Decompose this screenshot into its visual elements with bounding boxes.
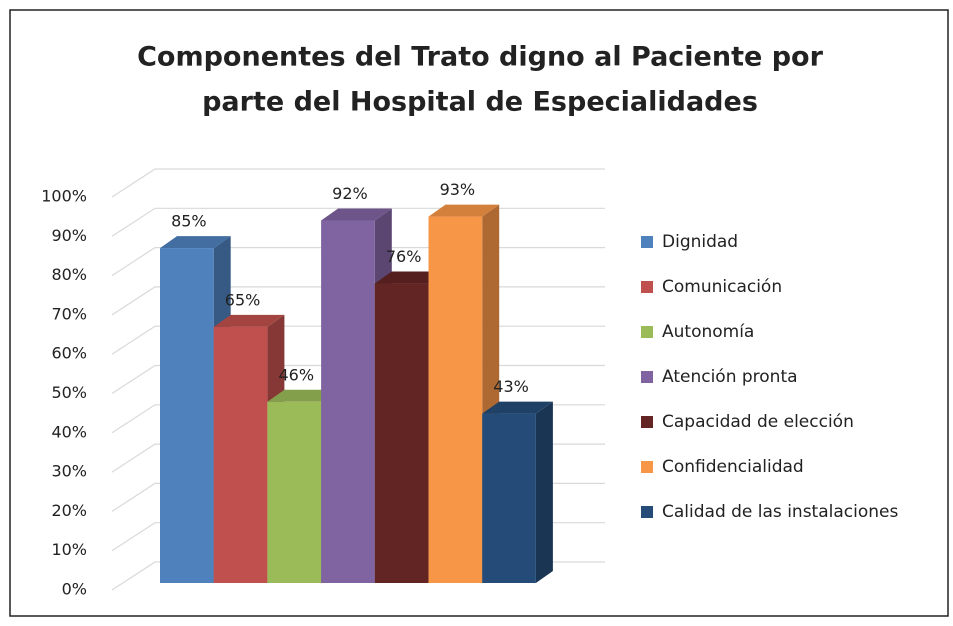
value-label: 92% xyxy=(332,184,368,203)
bar-side xyxy=(535,401,553,583)
legend-label: Confidencialidad xyxy=(662,457,804,477)
bar xyxy=(482,413,536,583)
value-label: 76% xyxy=(386,247,422,266)
legend-swatch xyxy=(641,506,653,518)
y-tick-label: 0% xyxy=(62,580,87,599)
bar-top xyxy=(321,208,392,221)
y-tick-label: 10% xyxy=(51,540,87,559)
bar-top xyxy=(267,389,339,402)
legend-label: Atención pronta xyxy=(662,367,798,387)
legend-label: Dignidad xyxy=(662,232,738,252)
y-tick-label: 40% xyxy=(51,422,87,441)
bar xyxy=(267,401,322,583)
legend-swatch xyxy=(641,371,653,383)
bar xyxy=(428,216,483,583)
chart-title: parte del Hospital de Especialidades xyxy=(202,87,758,118)
y-tick-label: 70% xyxy=(51,304,87,323)
y-tick-label: 50% xyxy=(51,383,87,402)
bar-top xyxy=(482,401,553,414)
value-label: 46% xyxy=(278,365,314,384)
bar xyxy=(321,220,375,583)
legend-label: Autonomía xyxy=(662,322,754,342)
y-tick-label: 90% xyxy=(51,226,87,245)
legend-swatch xyxy=(641,281,653,293)
value-label: 43% xyxy=(493,377,529,396)
bar-top xyxy=(160,236,231,249)
bar-top xyxy=(213,314,285,327)
bar-top xyxy=(374,271,446,284)
legend-swatch xyxy=(641,461,653,473)
legend-swatch xyxy=(641,326,653,338)
y-tick-label: 30% xyxy=(51,462,87,481)
value-label: 93% xyxy=(440,180,476,199)
y-tick-label: 60% xyxy=(51,344,87,363)
legend-label: Capacidad de elección xyxy=(662,412,854,432)
legend-swatch xyxy=(641,236,653,248)
bar xyxy=(160,248,214,583)
bar-top xyxy=(428,204,500,217)
value-label: 85% xyxy=(171,212,207,231)
legend-label: Calidad de las instalaciones xyxy=(662,502,898,522)
bar xyxy=(374,283,429,583)
y-tick-label: 80% xyxy=(51,265,87,284)
bar xyxy=(213,326,268,583)
legend-label: Comunicación xyxy=(662,277,782,297)
y-tick-label: 20% xyxy=(51,501,87,520)
grid-line xyxy=(111,168,605,198)
y-tick-label: 100% xyxy=(41,187,87,206)
legend-swatch xyxy=(641,416,653,428)
chart-title: Componentes del Trato digno al Paciente … xyxy=(137,42,823,73)
value-label: 65% xyxy=(225,290,261,309)
